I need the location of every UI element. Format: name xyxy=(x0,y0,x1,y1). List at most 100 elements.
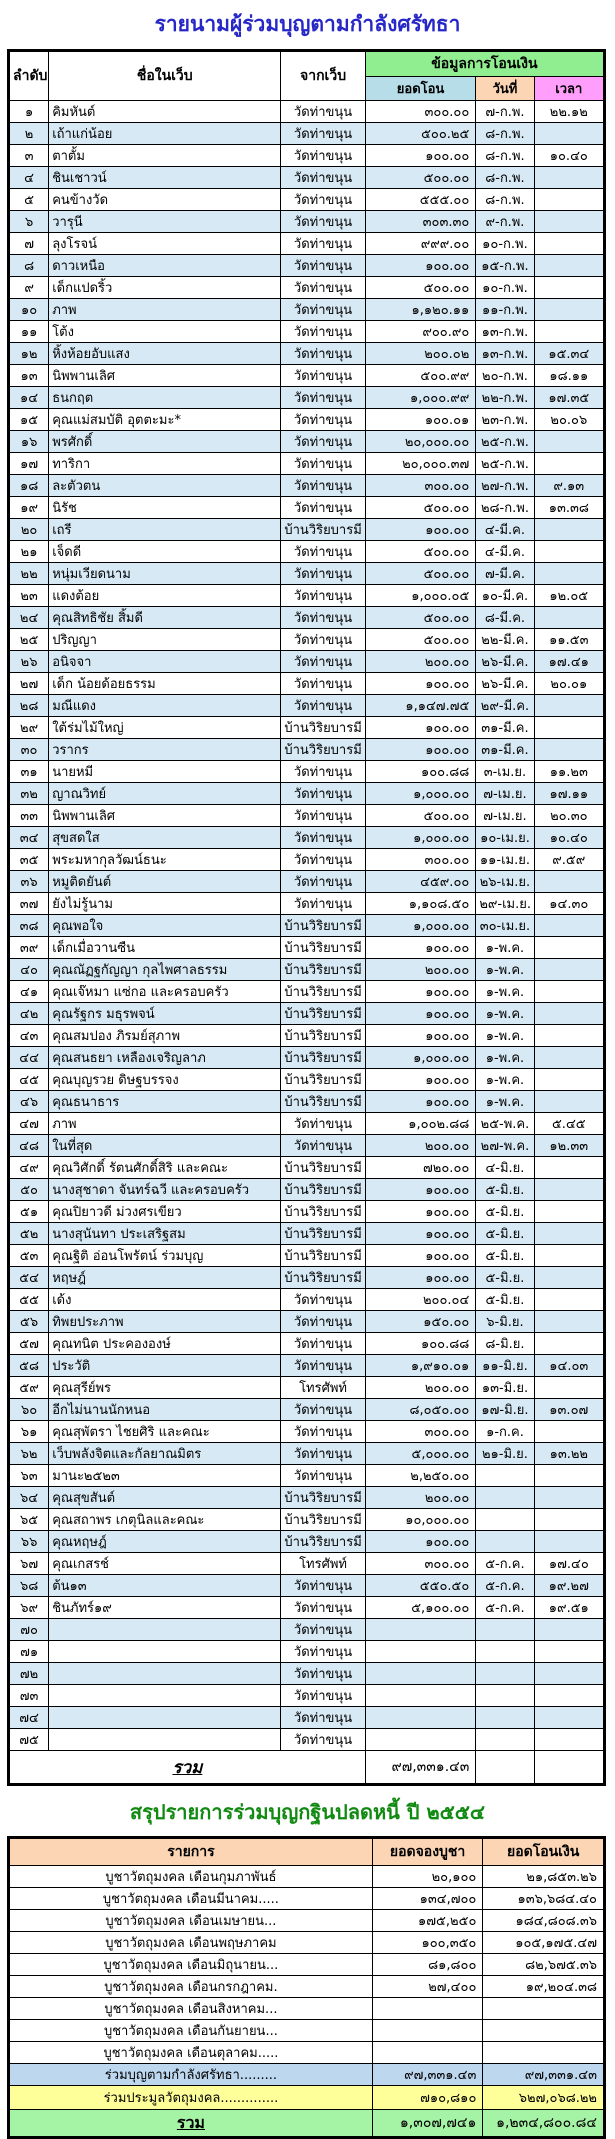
cell: ๑,๒๓๔,๘๐๐.๘๔ xyxy=(482,2109,605,2138)
cell: เด็กเมื่อวานซืน xyxy=(48,936,282,959)
cell: วัดท่าขนุน xyxy=(280,562,366,585)
cell: ๑๙ xyxy=(7,496,50,519)
cell: ๕๕๕.๐๐ xyxy=(364,188,477,211)
cell: ๑๐๐.๐๐ xyxy=(364,1178,477,1201)
cell: ๕๐๐.๐๐ xyxy=(364,540,477,563)
cell: ๑๐๐.๐๐ xyxy=(364,1200,477,1223)
cell: ๒,๒๕๐.๐๐ xyxy=(364,1464,477,1487)
cell: วัดท่าขนุน xyxy=(280,606,366,629)
cell: ๑๐๐.๐๐ xyxy=(364,1024,477,1047)
cell: ๑,๐๐๐.๐๐ xyxy=(364,914,477,937)
cell: ๒๐-ก.พ. xyxy=(475,364,535,387)
cell: บ้านวิริยบารมี xyxy=(280,936,366,959)
cell: บ้านวิริยบารมี xyxy=(280,1266,366,1289)
cell xyxy=(533,694,606,717)
cell: วัดท่าขนุน xyxy=(280,100,366,123)
cell: ๒๓-ก.พ. xyxy=(475,408,535,431)
cell: ๗๒๐.๐๐ xyxy=(364,1156,477,1179)
table-row: ๙เด็กแปดริ้ว วัดท่าขนุน ๕๐๐.๐๐ ๑๐-ก.พ. xyxy=(7,276,606,299)
table-row: บูชาวัตถุมงคล เดือนมีนาคม..... ๑๓๔,๗๐๐ ๑๓๖… xyxy=(8,1887,605,1910)
cell: วัดท่าขนุน xyxy=(280,584,366,607)
table-row: ๖วารุนี วัดท่าขนุน ๓๐๓.๓๐ ๙-ก.พ. xyxy=(7,210,606,233)
table-row: ๒๓ แดงต้อย วัดท่าขนุน ๑,๐๐๐.๐๕ ๑๐-มี.ค. ๑๒.๐๕ xyxy=(7,584,606,607)
cell xyxy=(533,1178,606,1201)
table-row: ๗๐ วัดท่าขนุน xyxy=(7,1618,606,1641)
table-row: ๒๗ เด็ก น้อยด้อยธรรม วัดท่าขนุน ๑๐๐.๐๐ ๒๖-มี… xyxy=(7,672,606,695)
cell xyxy=(482,1997,605,2020)
cell: บ้านวิริยบารมี xyxy=(280,1178,366,1201)
cell: ๓๐๐.๐๐ xyxy=(364,1420,477,1443)
cell: คุณสิทธิชัย สิ้มดี xyxy=(48,606,282,629)
cell: บ้านวิริยบารมี xyxy=(280,1200,366,1223)
header-amount: ยอดโอน xyxy=(364,76,477,101)
cell: ๘-ก.พ. xyxy=(475,122,535,145)
cell: บ้านวิริยบารมี xyxy=(280,1046,366,1069)
cell xyxy=(475,1530,535,1553)
cell: วัดท่าขนุน xyxy=(280,1398,366,1421)
table-row: ๑คิมหันต์ วัดท่าขนุน ๓๐๐.๐๐ ๗-ก.พ. ๒๒.๑๒ xyxy=(7,100,606,123)
cell: ๕,๑๐๐.๐๐ xyxy=(364,1596,477,1619)
donor-total-row: รวม ๙๗,๓๓๑.๔๓ xyxy=(8,1750,606,1785)
cell: ๕๑ xyxy=(7,1200,50,1223)
cell: ๑๕๐.๐๐ xyxy=(364,1310,477,1333)
cell: ๔๖ xyxy=(7,1090,50,1113)
table-row: ๒๒ หนุ่มเวียดนาม วัดท่าขนุน ๕๐๐.๐๐ ๗-มี.ค. xyxy=(7,562,606,585)
cell: วัดท่าขนุน xyxy=(280,1728,366,1751)
summary-header-row: รายการ ยอดจองบูชา ยอดโอนเงิน xyxy=(8,1837,605,1866)
cell: ๑๙.๒๗ xyxy=(533,1574,606,1597)
cell: บ้านวิริยบารมี xyxy=(280,914,366,937)
cell: วัดท่าขนุน xyxy=(280,1574,366,1597)
cell: บูชาวัตถุมงคล เดือนสิงหาคม... xyxy=(8,1997,373,2020)
cell: ๕-มิ.ย. xyxy=(475,1178,535,1201)
cell: ๑๘๔,๘๐๘.๓๖ xyxy=(482,1909,605,1932)
cell: ๙ xyxy=(7,276,50,299)
cell: บ้านวิริยบารมี xyxy=(280,1090,366,1113)
table-row: ๓๗ ยังไม่รู้นาม วัดท่าขนุน ๑,๑๐๘.๕๐ ๒๙-เม.ย.… xyxy=(7,892,606,915)
cell: ๑,๑๒๐.๑๑ xyxy=(364,298,477,321)
cell: ๓๔ xyxy=(7,826,50,849)
cell: ๕.๔๕ xyxy=(533,1112,606,1135)
cell xyxy=(533,1068,606,1091)
cell: ๖๓ xyxy=(7,1464,50,1487)
cell: ๗-เม.ย. xyxy=(475,804,535,827)
table-row: ๕๗ คุณทนิต ประคององษ์ วัดท่าขนุน ๑๐๐.๘๘ ๘-มิ… xyxy=(7,1332,606,1355)
cell: วัดท่าขนุน xyxy=(280,826,366,849)
cell: ๑๐-มี.ค. xyxy=(475,584,535,607)
cell: ๑๗.๔๐ xyxy=(533,1552,606,1575)
cell xyxy=(533,122,606,145)
table-row: ๑๑ โต้ง วัดท่าขนุน ๙๐๐.๙๐ ๑๓-ก.พ. xyxy=(7,320,606,343)
cell: ธนกฤต xyxy=(48,386,282,409)
cell: ๕-มิ.ย. xyxy=(475,1222,535,1245)
cell: ๖๑ xyxy=(7,1420,50,1443)
cell xyxy=(533,276,606,299)
summary-title: สรุปรายการร่วมบุญกฐินปลดหนี้ ปี ๒๕๕๔ xyxy=(129,1800,486,1824)
summary-header-reserved: ยอดจองบูชา xyxy=(371,1837,484,1866)
cell xyxy=(533,1244,606,1267)
cell: บ้านวิริยบารมี xyxy=(280,1024,366,1047)
cell xyxy=(533,1222,606,1245)
cell: ๑๑-มิ.ย. xyxy=(475,1354,535,1377)
cell xyxy=(475,1662,535,1685)
cell: ๑,๐๐๐.๐๐ xyxy=(364,826,477,849)
table-row: ๘ดาวเหนือ วัดท่าขนุน ๑๐๐.๐๐ ๑๕-ก.พ. xyxy=(7,254,606,277)
cell: ๕๕๐.๕๐ xyxy=(364,1574,477,1597)
cell: ๒๓ xyxy=(7,584,50,607)
cell xyxy=(364,1618,477,1641)
cell: ๑-พ.ค. xyxy=(475,1024,535,1047)
cell xyxy=(533,1024,606,1047)
cell: ๖๒ xyxy=(7,1442,50,1465)
cell: ๑๐๐.๐๐ xyxy=(364,1530,477,1553)
cell xyxy=(48,1728,282,1751)
cell: เด็กแปดริ้ว xyxy=(48,276,282,299)
cell: ๒๐๐.๐๐ xyxy=(364,650,477,673)
cell: ๗๕ xyxy=(7,1728,50,1751)
cell: ๒๑ xyxy=(7,540,50,563)
cell: ๕๐๐.๙๙ xyxy=(364,364,477,387)
cell: ๑-พ.ค. xyxy=(475,936,535,959)
cell: ประวัติ xyxy=(48,1354,282,1377)
cell xyxy=(371,2019,484,2042)
table-row: ๓๕ พระมหากุลวัฒน์ธนะ วัดท่าขนุน ๓๐๐.๐๐ ๑๑-เม… xyxy=(7,848,606,871)
cell: มณีแดง xyxy=(48,694,282,717)
cell: ๖๗ xyxy=(7,1552,50,1575)
cell xyxy=(533,958,606,981)
